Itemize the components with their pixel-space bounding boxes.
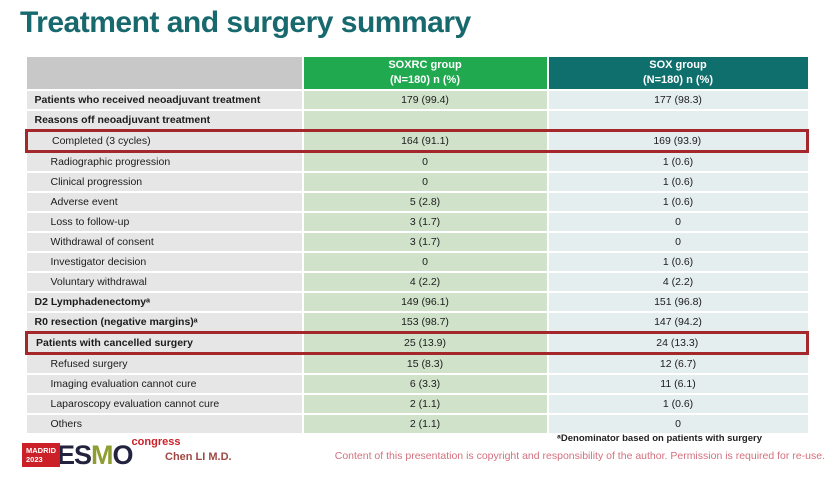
row-label: Laparoscopy evaluation cannot cure: [26, 394, 304, 415]
soxrc-value: 4 (2.2): [302, 272, 549, 293]
soxrc-value: 2 (1.1): [302, 414, 549, 435]
sox-value: 151 (96.8): [547, 292, 808, 313]
soxrc-value: 179 (99.4): [302, 90, 549, 111]
header-row: SOXRC group (N=180) n (%) SOX group (N=1…: [26, 57, 808, 91]
table-row: Voluntary withdrawal 4 (2.2) 4 (2.2): [26, 272, 808, 293]
table-row: Patients who received neoadjuvant treatm…: [26, 90, 808, 111]
copyright-notice: Content of this presentation is copyrigh…: [334, 450, 825, 462]
table-row: Clinical progression 0 1 (0.6): [26, 172, 808, 193]
sox-value: 11 (6.1): [547, 374, 808, 395]
row-label: Clinical progression: [26, 172, 304, 193]
table-row: Laparoscopy evaluation cannot cure 2 (1.…: [26, 394, 808, 415]
row-label: Withdrawal of consent: [26, 232, 304, 253]
row-label: Reasons off neoadjuvant treatment: [26, 110, 304, 132]
sox-value: 1 (0.6): [547, 172, 808, 193]
congress-label: congress: [131, 436, 181, 448]
row-label: Radiographic progression: [26, 151, 304, 173]
table-body: Patients who received neoadjuvant treatm…: [25, 90, 809, 435]
row-label: Patients with cancelled surgery: [25, 331, 304, 355]
soxrc-value: 164 (91.1): [302, 129, 549, 153]
table-row: Loss to follow-up 3 (1.7) 0: [26, 212, 808, 233]
soxrc-value: 15 (8.3): [302, 353, 549, 375]
soxrc-value: 25 (13.9): [302, 331, 549, 355]
header-sox-group: SOX group (N=180) n (%): [547, 57, 808, 91]
table-row: Radiographic progression 0 1 (0.6): [26, 151, 808, 173]
soxrc-value: 0: [302, 151, 549, 173]
sox-value: 1 (0.6): [547, 394, 808, 415]
sox-value: 0: [547, 232, 808, 253]
sox-value: 177 (98.3): [547, 90, 808, 111]
row-label: Patients who received neoadjuvant treatm…: [26, 90, 304, 111]
table-row: Reasons off neoadjuvant treatment: [26, 110, 808, 132]
header-sox-line1: SOX group: [649, 59, 707, 72]
table-row: D2 Lymphadenectomyᵃ 149 (96.1) 151 (96.8…: [26, 292, 808, 313]
soxrc-value: 5 (2.8): [302, 192, 549, 213]
header-soxrc-line2: (N=180) n (%): [390, 74, 460, 86]
row-label: Loss to follow-up: [26, 212, 304, 233]
page-title: Treatment and surgery summary: [20, 6, 471, 39]
esmo-letters-es: ES: [57, 439, 92, 470]
row-label: Investigator decision: [26, 252, 304, 273]
soxrc-value: 0: [302, 172, 549, 193]
table-row: R0 resection (negative margins)ᵃ 153 (98…: [26, 312, 808, 334]
sox-value: 1 (0.6): [547, 192, 808, 213]
madrid-2023-badge: MADRID 2023: [22, 443, 60, 467]
soxrc-value: 0: [302, 252, 549, 273]
table-row: Imaging evaluation cannot cure 6 (3.3) 1…: [26, 374, 808, 395]
denominator-footnote: ᵃDenominator based on patients with surg…: [557, 433, 762, 444]
esmo-letter-m: M: [91, 439, 113, 470]
sox-value: 1 (0.6): [547, 151, 808, 173]
table-row: Investigator decision 0 1 (0.6): [26, 252, 808, 273]
header-soxrc-group: SOXRC group (N=180) n (%): [302, 57, 549, 91]
table-header: SOXRC group (N=180) n (%) SOX group (N=1…: [26, 57, 808, 91]
header-sox-line2: (N=180) n (%): [643, 74, 713, 86]
header-empty-cell: [26, 57, 304, 91]
table-row: Refused surgery 15 (8.3) 12 (6.7): [26, 353, 808, 375]
soxrc-value: [302, 110, 549, 132]
summary-table: SOXRC group (N=180) n (%) SOX group (N=1…: [25, 57, 809, 435]
soxrc-value: 149 (96.1): [302, 292, 549, 313]
sox-value: 12 (6.7): [547, 353, 808, 375]
row-label: Completed (3 cycles): [25, 129, 304, 153]
table-row: Patients with cancelled surgery 25 (13.9…: [25, 331, 809, 355]
sox-value: 1 (0.6): [547, 252, 808, 273]
table-row: Completed (3 cycles) 164 (91.1) 169 (93.…: [25, 129, 809, 153]
author-name: Chen LI M.D.: [165, 451, 232, 463]
esmo-letter-o: O: [112, 439, 134, 470]
header-soxrc-line1: SOXRC group: [388, 59, 462, 72]
sox-value: 4 (2.2): [547, 272, 808, 293]
soxrc-value: 3 (1.7): [302, 232, 549, 253]
table-row: Others 2 (1.1) 0: [26, 414, 808, 435]
row-label: Voluntary withdrawal: [26, 272, 304, 293]
row-label: R0 resection (negative margins)ᵃ: [26, 312, 304, 334]
sox-value: 169 (93.9): [547, 129, 809, 153]
sox-value: [547, 110, 808, 132]
sox-value: 0: [547, 212, 808, 233]
row-label: Adverse event: [26, 192, 304, 213]
table-row: Withdrawal of consent 3 (1.7) 0: [26, 232, 808, 253]
row-label: D2 Lymphadenectomyᵃ: [26, 292, 304, 313]
row-label: Others: [26, 414, 304, 435]
sox-value: 147 (94.2): [547, 312, 808, 334]
esmo-congress-logo: MADRID 2023 ESMO congress: [22, 436, 181, 472]
esmo-wordmark: ESMO: [57, 439, 134, 470]
sox-value: 0: [547, 414, 808, 435]
soxrc-value: 6 (3.3): [302, 374, 549, 395]
logo-city: MADRID: [26, 446, 56, 455]
row-label: Imaging evaluation cannot cure: [26, 374, 304, 395]
soxrc-value: 3 (1.7): [302, 212, 549, 233]
table-row: Adverse event 5 (2.8) 1 (0.6): [26, 192, 808, 213]
row-label: Refused surgery: [26, 353, 304, 375]
logo-year: 2023: [26, 455, 43, 464]
sox-value: 24 (13.3): [547, 331, 809, 355]
soxrc-value: 153 (98.7): [302, 312, 549, 334]
soxrc-value: 2 (1.1): [302, 394, 549, 415]
